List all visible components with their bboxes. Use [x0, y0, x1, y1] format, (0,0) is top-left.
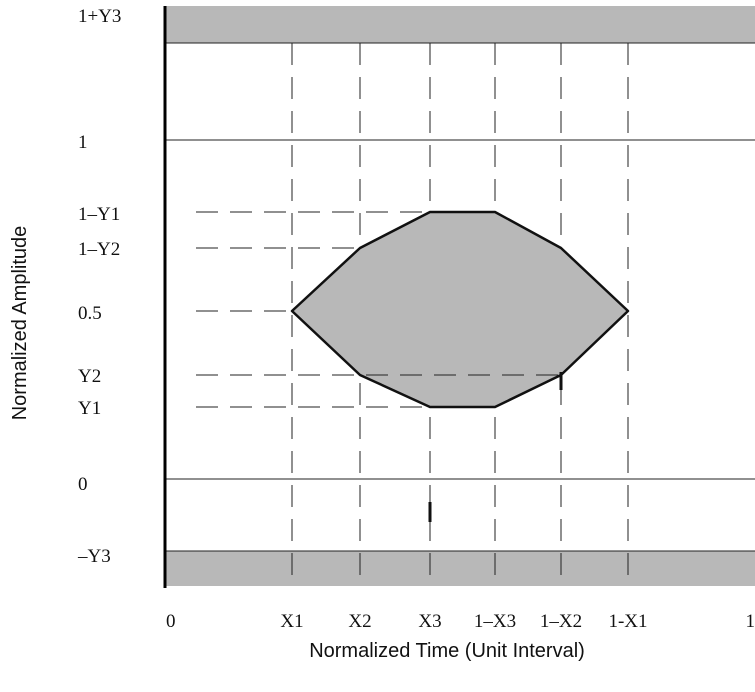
x-label-zero: 0 — [166, 611, 176, 632]
x-label-x2: X2 — [348, 611, 371, 632]
eye-opening-mask — [290, 210, 630, 409]
upper-forbidden-band — [165, 6, 755, 43]
y-label-bottom: –Y3 — [77, 546, 111, 567]
x-label-one-minus-x3: 1–X3 — [474, 611, 516, 632]
x-label-one-minus-x2: 1–X2 — [540, 611, 582, 632]
vertical-guides — [291, 43, 629, 586]
y-label-one-minus-y2: 1–Y2 — [78, 239, 120, 260]
x-axis-labels: 0 X1 X2 X3 1–X3 1–X2 1-X1 1 — [166, 611, 755, 632]
y-label-zero: 0 — [78, 474, 88, 495]
x-label-one: 1 — [746, 611, 755, 632]
y-label-one: 1 — [78, 132, 88, 153]
x-axis-title: Normalized Time (Unit Interval) — [309, 640, 585, 662]
lower-forbidden-band — [165, 551, 755, 586]
x-label-x1: X1 — [280, 611, 303, 632]
y-label-half: 0.5 — [78, 303, 102, 324]
x-label-one-minus-x1: 1-X1 — [608, 611, 647, 632]
y-label-one-minus-y1: 1–Y1 — [78, 204, 120, 225]
y-axis-labels: 1+Y3 1 1–Y1 1–Y2 0.5 Y2 Y1 0 –Y3 — [77, 6, 121, 567]
y-label-y1: Y1 — [78, 398, 101, 419]
y-label-top: 1+Y3 — [78, 6, 121, 27]
x-label-x3: X3 — [418, 611, 441, 632]
y-label-y2: Y2 — [78, 366, 101, 387]
horizontal-guides — [196, 211, 560, 408]
y-axis-title: Normalized Amplitude — [9, 226, 31, 421]
